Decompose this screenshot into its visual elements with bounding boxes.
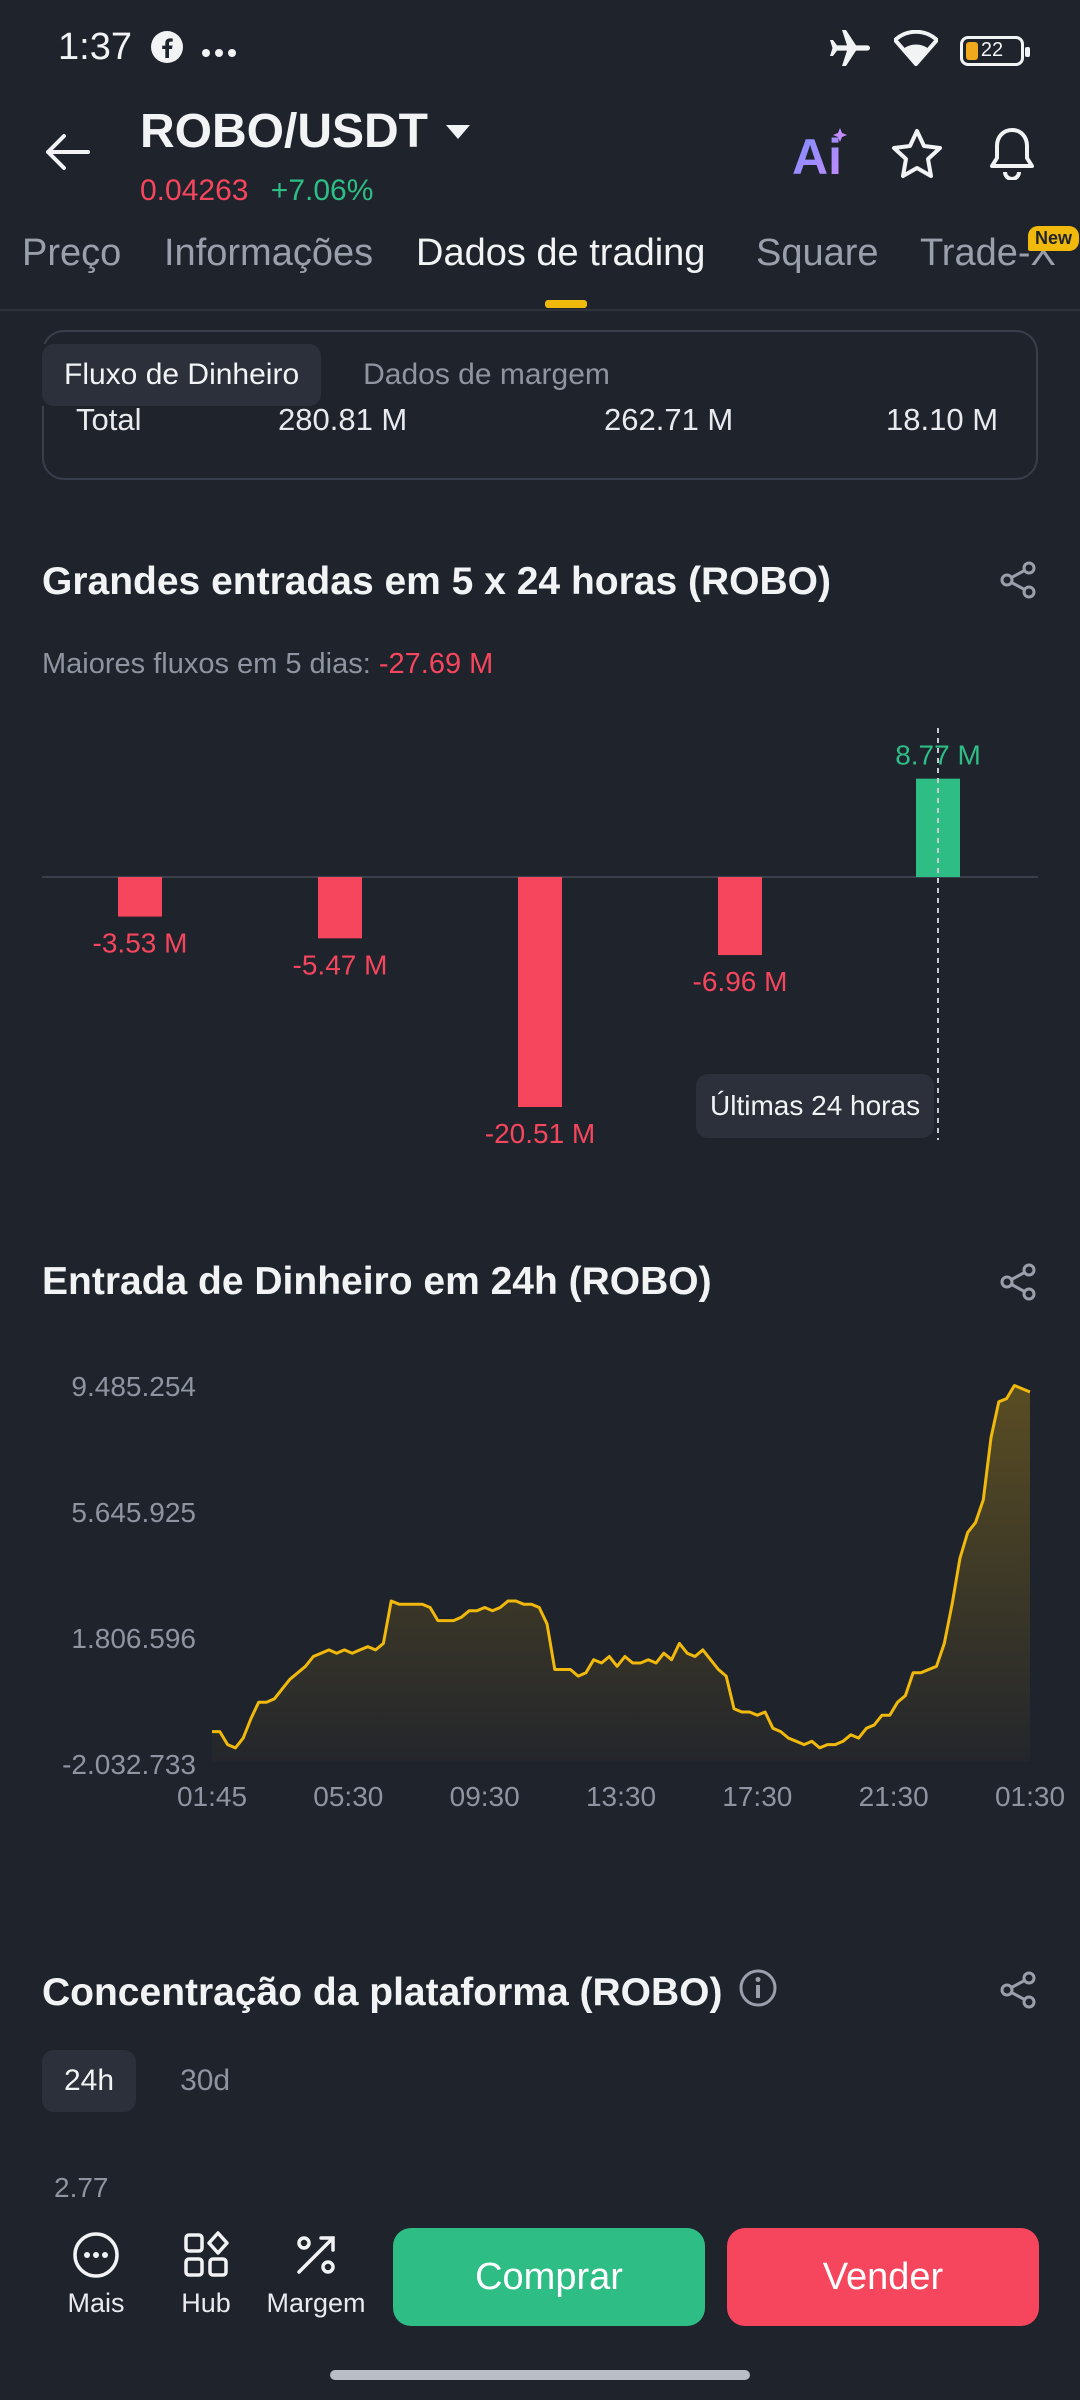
inflow-24h-chart: 9.485.2545.645.9251.806.596-2.032.73301:…	[62, 1371, 1065, 1812]
total-outflow: 262.71 M	[604, 402, 734, 437]
subtab-bar: Fluxo de Dinheiro Dados de margem	[42, 344, 640, 406]
pair-name: ROBO/USDT	[140, 105, 428, 158]
inflow-line	[212, 1384, 1031, 1750]
sell-button[interactable]: Vender	[727, 2228, 1039, 2326]
inflow-24h-title: Entrada de Dinheiro em 24h (ROBO)	[42, 1260, 712, 1303]
bar	[518, 877, 562, 1107]
tab-preco[interactable]: Preço	[22, 232, 122, 274]
subtab-dados-de-margem[interactable]: Dados de margem	[363, 358, 610, 391]
x-tick-label: 01:45	[177, 1781, 247, 1812]
price-change: +7.06%	[270, 174, 374, 207]
bar	[118, 877, 162, 917]
x-tick-label: 05:30	[313, 1781, 383, 1812]
bar-value-label: 8.77 M	[895, 740, 981, 771]
wifi-icon	[892, 29, 940, 71]
tab-bar: Preço Informações Dados de trading Squar…	[0, 232, 1080, 308]
more-label: Mais	[67, 2288, 125, 2318]
chip-30d[interactable]: 30d	[180, 2064, 231, 2097]
chip-24h[interactable]: 24h	[42, 2050, 137, 2112]
facebook-icon	[150, 30, 184, 69]
subtab-fluxo-de-dinheiro[interactable]: Fluxo de Dinheiro	[42, 344, 322, 406]
concentration-header: Concentração da plataforma (ROBO)	[42, 1968, 778, 2018]
tab-dados-de-trading[interactable]: Dados de trading	[416, 232, 706, 274]
divider	[0, 309, 1080, 311]
x-tick-label: 21:30	[859, 1781, 929, 1812]
more-notifications-icon	[202, 44, 236, 62]
concentration-title: Concentração da plataforma (ROBO)	[42, 1971, 723, 2014]
ai-icon[interactable]: Ai	[790, 126, 852, 187]
more-icon	[73, 2232, 119, 2278]
new-badge: New	[1028, 226, 1080, 251]
status-icons: 22	[828, 28, 1030, 73]
tab-informacoes[interactable]: Informações	[164, 232, 374, 274]
bar-value-label: -6.96 M	[693, 966, 788, 997]
largest-flows-value: -27.69 M	[378, 648, 494, 680]
x-tick-label: 17:30	[722, 1781, 792, 1812]
area-fill	[212, 1385, 1030, 1762]
more-button[interactable]: Mais	[46, 2230, 146, 2319]
x-tick-label: 13:30	[586, 1781, 656, 1812]
bar-value-label: -20.51 M	[485, 1118, 596, 1149]
total-inflow: 280.81 M	[278, 402, 408, 437]
largest-flows-5d: Maiores fluxos em 5 dias: -27.69 M	[42, 648, 493, 681]
back-arrow-icon[interactable]	[44, 132, 90, 177]
hub-label: Hub	[181, 2288, 231, 2318]
buy-button[interactable]: Comprar	[393, 2228, 705, 2326]
pair-selector[interactable]: ROBO/USDT	[140, 104, 470, 159]
hub-button[interactable]: Hub	[156, 2230, 256, 2319]
tab-square[interactable]: Square	[756, 232, 879, 274]
last-price: 0.04263	[140, 174, 249, 207]
bar	[318, 877, 362, 939]
y-tick-label: 9.485.254	[71, 1371, 196, 1402]
airplane-icon	[828, 28, 872, 73]
bar-value-label: -5.47 M	[293, 949, 388, 980]
last-24h-tooltip: Últimas 24 horas	[696, 1074, 935, 1138]
hub-icon	[184, 2231, 229, 2277]
y-tick-label: 1.806.596	[71, 1623, 196, 1654]
y-tick-label: -2.032.733	[62, 1749, 196, 1780]
status-time: 1:37	[58, 26, 132, 68]
margin-button[interactable]: Margem	[266, 2230, 366, 2319]
margin-icon	[297, 2236, 335, 2274]
price-row: 0.04263 +7.06%	[140, 174, 373, 208]
share-icon[interactable]	[998, 1970, 1038, 2010]
big-inflows-chart: -3.53 M -5.47 M -20.51 M -6.96 M 8.77 M	[42, 728, 1038, 1149]
share-icon[interactable]	[998, 560, 1038, 600]
total-net: 18.10 M	[886, 402, 999, 437]
home-indicator	[330, 2370, 750, 2380]
period-chips: 24h 30d	[42, 2050, 252, 2112]
x-tick-label: 09:30	[450, 1781, 520, 1812]
concentration-axis-top: 2.77	[54, 2172, 109, 2203]
ai-label: Ai	[792, 129, 842, 182]
share-icon[interactable]	[998, 1262, 1038, 1302]
bar	[718, 877, 762, 956]
caret-down-icon	[446, 124, 470, 139]
star-icon[interactable]	[890, 128, 944, 185]
battery-icon: 22	[960, 35, 1030, 66]
total-label: Total	[76, 402, 142, 437]
bell-icon[interactable]	[986, 126, 1038, 185]
largest-flows-label: Maiores fluxos em 5 dias:	[42, 648, 371, 680]
x-tick-label: 01:30	[995, 1781, 1065, 1812]
active-tab-indicator	[545, 300, 587, 308]
margin-label: Margem	[266, 2288, 366, 2318]
big-inflows-title: Grandes entradas em 5 x 24 horas (ROBO)	[42, 560, 831, 603]
y-tick-label: 5.645.925	[71, 1497, 196, 1528]
bar-value-label: -3.53 M	[93, 928, 188, 959]
info-icon[interactable]	[738, 1968, 778, 2018]
